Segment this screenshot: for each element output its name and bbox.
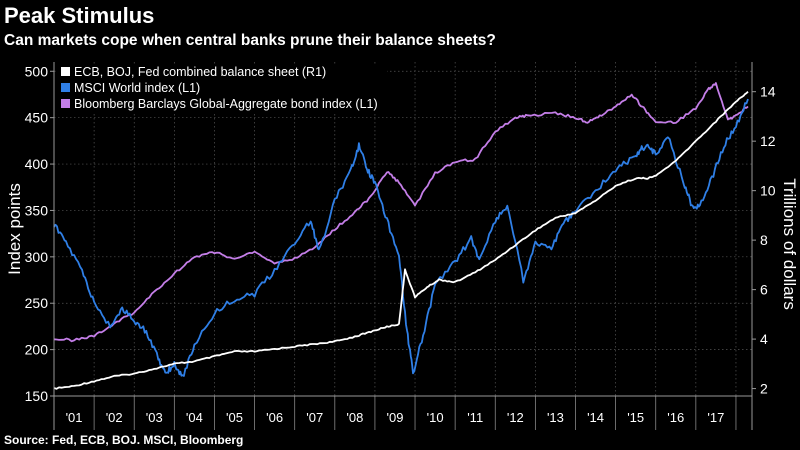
x-tick-label: '15	[627, 410, 644, 425]
x-tick-label: '09	[387, 410, 404, 425]
y-left-tick-label: 400	[25, 156, 49, 172]
legend-swatch	[61, 67, 70, 76]
series-line-1	[53, 91, 749, 390]
y-right-tick-label: 6	[760, 282, 768, 298]
y-right-tick-label: 10	[760, 183, 776, 199]
y-left-axis-title: Index points	[5, 183, 24, 275]
x-tick-label: '02	[106, 410, 123, 425]
legend-swatch	[61, 99, 70, 108]
y-left-tick-label: 250	[25, 295, 49, 311]
y-left-tick-label: 450	[25, 110, 49, 126]
x-tick-label: '04	[186, 410, 203, 425]
series-line-2	[53, 98, 749, 377]
legend-label: Bloomberg Barclays Global-Aggregate bond…	[74, 97, 378, 111]
x-tick-label: '05	[226, 410, 243, 425]
legend: ECB, BOJ, Fed combined balance sheet (R1…	[57, 64, 387, 113]
y-left-tick-label: 150	[25, 388, 49, 404]
x-tick-label: '10	[427, 410, 444, 425]
x-tick-label: '13	[547, 410, 564, 425]
y-left-tick-label: 350	[25, 202, 49, 218]
legend-label: MSCI World index (L1)	[74, 81, 200, 95]
axes: 150 200 250 300 350 400 450 500 2 4 6 8 10 12 14 '01 '02…	[5, 62, 799, 430]
chart-title: Peak Stimulus	[4, 3, 155, 28]
y-left-tick-label: 200	[25, 342, 49, 358]
y-right-axis-title: Trillions of dollars	[780, 178, 799, 310]
y-right-tick-label: 12	[760, 133, 776, 149]
series-line-3	[53, 82, 749, 343]
y-right-tick-label: 8	[760, 232, 768, 248]
y-left-tick-label: 500	[25, 63, 49, 79]
source-note: Source: Fed, ECB, BOJ. MSCI, Bloomberg	[4, 433, 244, 447]
x-tick-label: '11	[467, 410, 483, 425]
y-right-tick-label: 14	[760, 84, 776, 100]
legend-box	[57, 64, 387, 113]
x-tick-label: '08	[346, 410, 363, 425]
x-tick-label: '12	[507, 410, 524, 425]
x-tick-label: '14	[587, 410, 604, 425]
x-tick-label: '06	[266, 410, 283, 425]
legend-label: ECB, BOJ, Fed combined balance sheet (R1…	[74, 65, 326, 79]
x-tick-label: '16	[667, 410, 684, 425]
x-tick-label: '01	[66, 410, 83, 425]
y-right-tick-label: 4	[760, 331, 768, 347]
y-right-tick-label: 2	[760, 381, 768, 397]
chart-subtitle: Can markets cope when central banks prun…	[4, 32, 496, 49]
x-tick-label: '03	[146, 410, 163, 425]
x-tick-label: '07	[306, 410, 323, 425]
x-tick-label: '17	[707, 410, 724, 425]
series-lines	[53, 82, 749, 390]
y-left-tick-label: 300	[25, 249, 49, 265]
legend-swatch	[61, 83, 70, 92]
